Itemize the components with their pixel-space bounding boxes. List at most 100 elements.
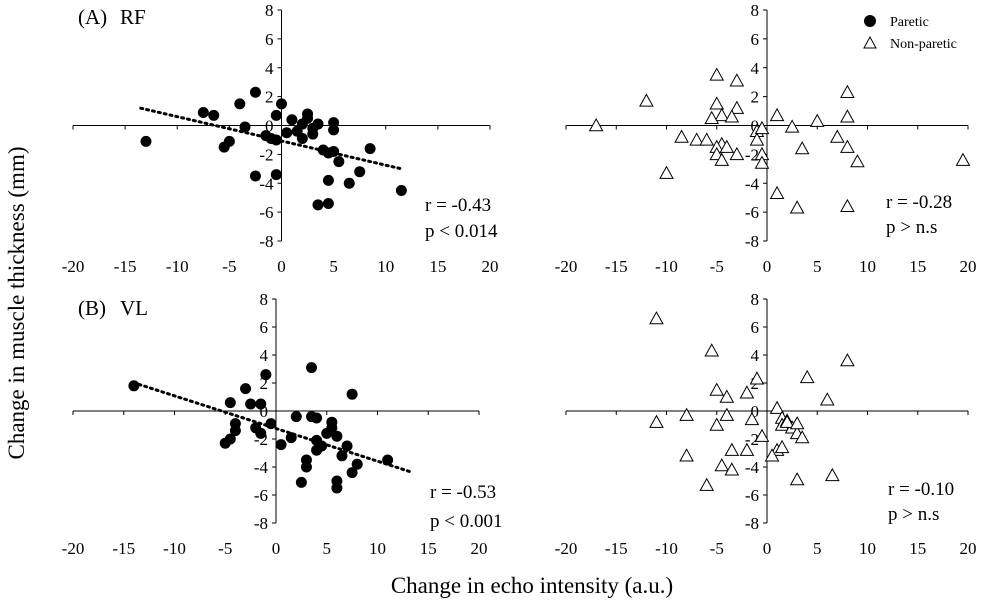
- data-point: [639, 93, 654, 107]
- x-tick-label: -15: [114, 257, 137, 276]
- y-tick-label: 8: [260, 290, 269, 309]
- x-tick-label: -5: [710, 539, 724, 558]
- stat-p: p > n.s: [886, 217, 937, 238]
- y-tick-label: 4: [751, 346, 760, 365]
- panel-label: (A): [78, 5, 107, 29]
- data-point: [789, 472, 805, 486]
- y-tick-label: -8: [745, 232, 759, 251]
- x-tick-label: -5: [710, 257, 724, 276]
- data-point: [674, 129, 689, 143]
- data-point: [307, 128, 319, 140]
- x-tick-label: 10: [377, 257, 394, 276]
- y-tick-label: -4: [259, 174, 274, 193]
- data-point: [281, 127, 293, 139]
- x-tick-label: -20: [62, 257, 85, 276]
- stat-r: r = -0.28: [886, 192, 952, 213]
- data-point: [275, 439, 287, 451]
- data-point: [270, 109, 282, 121]
- x-tick-label: -10: [166, 257, 189, 276]
- x-tick-label: -10: [163, 539, 186, 558]
- x-tick-label: -5: [218, 539, 232, 558]
- data-point: [840, 353, 855, 367]
- data-point: [830, 129, 845, 143]
- data-point: [245, 398, 257, 410]
- x-tick-label: 5: [813, 257, 822, 276]
- y-tick-label: -4: [745, 174, 760, 193]
- x-tick-label: 0: [763, 257, 772, 276]
- data-point: [724, 442, 740, 456]
- data-point: [346, 467, 358, 479]
- data-point: [714, 458, 730, 472]
- data-point: [709, 417, 725, 431]
- data-point: [754, 120, 770, 135]
- data-point: [709, 96, 725, 110]
- stat-p: p < 0.014: [425, 221, 498, 242]
- data-point: [749, 371, 765, 385]
- data-point: [312, 118, 324, 130]
- data-point: [364, 143, 376, 155]
- y-tick-label: 6: [260, 318, 269, 337]
- data-point: [255, 427, 267, 439]
- data-point: [249, 86, 261, 98]
- trendline: [137, 382, 415, 475]
- y-tick-label: -2: [259, 145, 273, 164]
- x-tick-label: 20: [960, 539, 977, 558]
- data-point: [224, 397, 236, 409]
- data-point: [724, 462, 740, 476]
- data-point: [240, 383, 252, 395]
- data-point: [719, 389, 735, 403]
- x-tick-label: 20: [471, 539, 488, 558]
- data-point: [328, 124, 340, 136]
- x-tick-label: 10: [859, 539, 876, 558]
- x-tick-label: -15: [605, 539, 628, 558]
- y-tick-label: 6: [265, 30, 274, 49]
- data-point: [208, 109, 220, 121]
- data-point: [739, 385, 755, 399]
- x-tick-label: -15: [605, 257, 628, 276]
- data-point: [306, 362, 318, 374]
- x-tick-label: -20: [555, 257, 578, 276]
- data-point: [223, 135, 235, 147]
- data-point: [322, 174, 334, 186]
- data-point: [850, 154, 865, 168]
- data-point: [286, 114, 298, 126]
- data-point: [819, 392, 835, 406]
- x-tick-label: 15: [909, 257, 926, 276]
- y-tick-label: -2: [745, 430, 759, 449]
- data-point: [285, 432, 297, 444]
- x-tick-label: 0: [763, 539, 772, 558]
- data-point: [328, 145, 340, 157]
- data-point: [764, 448, 780, 462]
- data-point: [588, 117, 604, 132]
- data-point: [809, 113, 825, 127]
- data-point: [351, 458, 363, 470]
- y-tick-label: 8: [751, 290, 760, 309]
- data-point: [295, 476, 307, 488]
- y-tick-label: 6: [751, 30, 760, 49]
- data-point: [719, 139, 735, 153]
- data-point: [840, 109, 855, 123]
- data-point: [296, 132, 308, 144]
- data-point: [234, 98, 246, 110]
- data-point: [239, 121, 251, 133]
- x-tick-label: 5: [813, 539, 822, 558]
- data-point: [312, 199, 324, 211]
- data-point: [326, 422, 338, 434]
- y-tick-label: -6: [254, 486, 268, 505]
- data-point: [659, 165, 674, 179]
- muscle-label: RF: [120, 5, 146, 29]
- x-tick-label: 0: [277, 257, 286, 276]
- x-tick-label: 0: [272, 539, 281, 558]
- legend-non-paretic-marker: [863, 35, 877, 49]
- data-point: [840, 139, 855, 153]
- data-point: [354, 166, 366, 178]
- data-point: [744, 411, 760, 426]
- y-tick-label: -2: [745, 145, 759, 164]
- data-point: [265, 418, 277, 430]
- data-point: [739, 442, 755, 456]
- x-tick-label: -10: [655, 539, 678, 558]
- data-point: [704, 343, 720, 357]
- data-point: [346, 388, 358, 400]
- data-point: [714, 107, 730, 122]
